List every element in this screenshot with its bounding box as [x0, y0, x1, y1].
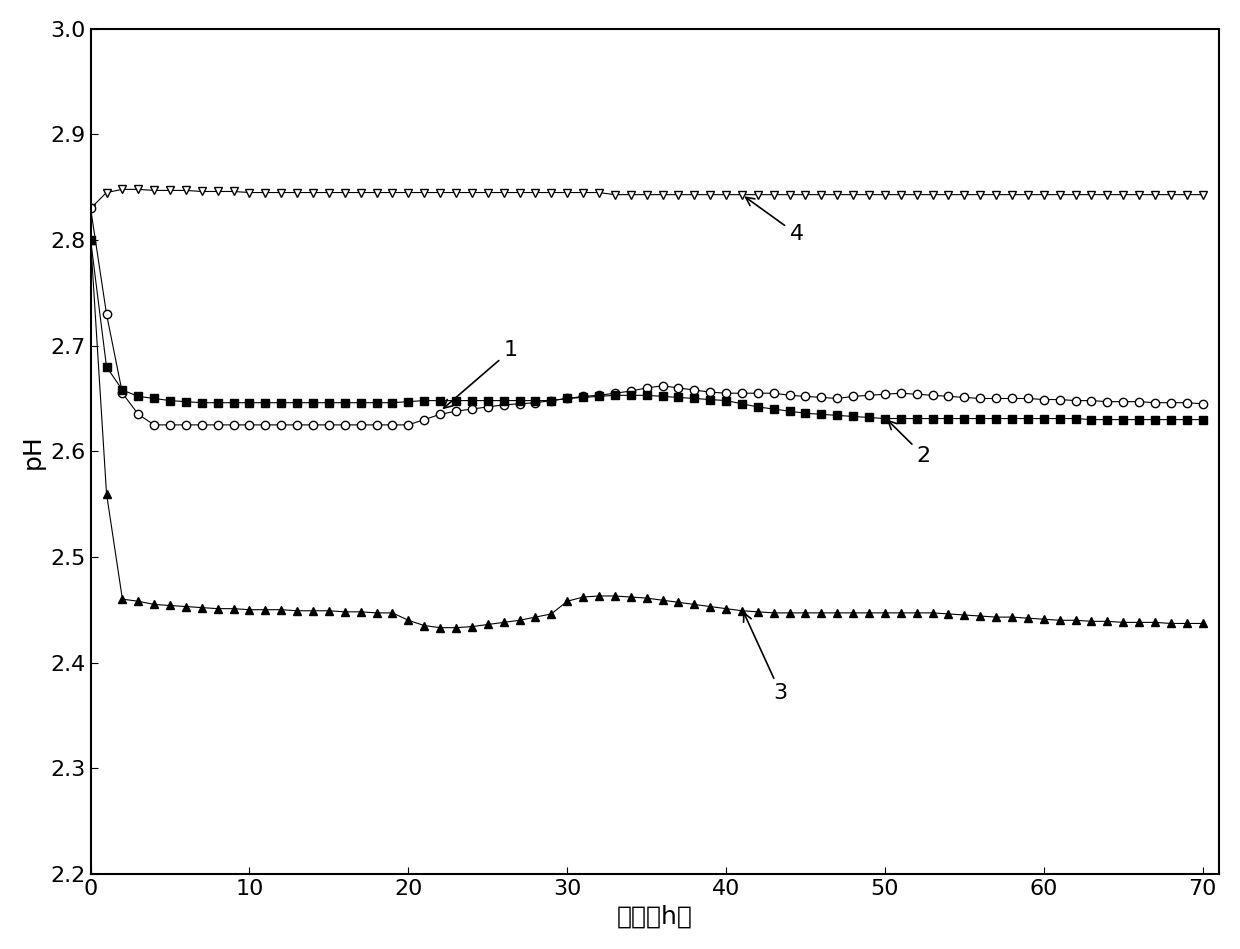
- X-axis label: 时间（h）: 时间（h）: [616, 904, 692, 928]
- Text: 1: 1: [444, 341, 518, 408]
- Text: 3: 3: [744, 613, 787, 703]
- Text: 4: 4: [745, 197, 804, 244]
- Text: 2: 2: [888, 420, 931, 466]
- Y-axis label: pH: pH: [21, 434, 45, 469]
